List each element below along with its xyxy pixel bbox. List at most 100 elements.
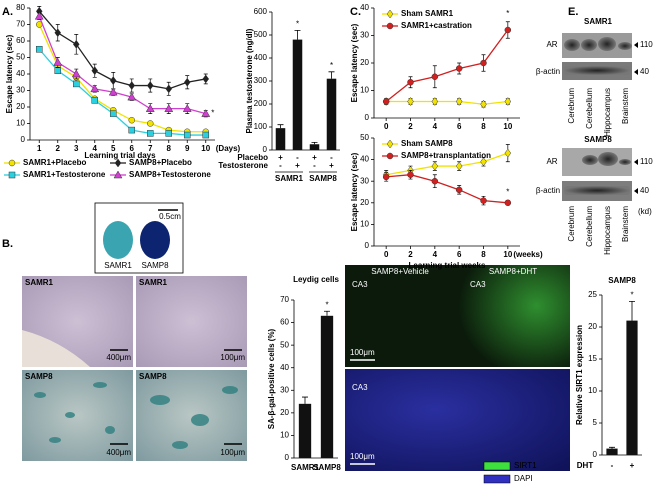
image-label: SAMP8+DHT (489, 267, 537, 276)
image-label: SAMP8+Vehicle (371, 267, 429, 276)
marker (34, 11, 44, 20)
condition-mark: + (278, 153, 283, 162)
y-tick-label: 40 (360, 3, 369, 12)
x-axis-label: Learning trial days (84, 151, 156, 160)
size-label: 110 (640, 40, 653, 49)
stain-spots (34, 382, 238, 449)
x-tick-label: SAMR1 (291, 463, 320, 472)
x-tick-label: 3 (74, 144, 79, 153)
y-tick-label: 25 (588, 290, 597, 299)
bar (298, 403, 312, 458)
marker (109, 76, 117, 86)
marker (431, 97, 439, 106)
series-line (386, 100, 508, 105)
y-tick-label: 10 (588, 386, 597, 395)
panel-label: C. (350, 6, 361, 18)
legend-label: DAPI (514, 474, 533, 483)
micrograph (22, 370, 133, 461)
x-tick-label: - (611, 461, 614, 470)
series-line (38, 16, 206, 115)
image-label: SAMR1 (139, 278, 168, 287)
scale-label: 100μm (350, 348, 375, 357)
condition-mark: + (295, 161, 300, 170)
marker (128, 81, 136, 90)
error-bar (328, 71, 335, 79)
legend-swatch (483, 474, 511, 484)
marker (480, 59, 487, 67)
condition-mark: - (313, 161, 316, 170)
panel-label: B. (2, 238, 13, 250)
y-tick-label: 30 (360, 31, 369, 40)
error-bar (277, 124, 284, 129)
marker (431, 161, 439, 171)
x-tick-label: 1 (37, 144, 42, 153)
error-bar (294, 30, 301, 40)
y-tick-label: 0 (365, 113, 370, 122)
condition-mark: + (312, 153, 317, 162)
marker (202, 74, 210, 84)
annotation: * (506, 188, 509, 197)
scale-label: 100μm (350, 452, 375, 461)
legend-marker (8, 159, 16, 167)
y-tick-label: 200 (254, 99, 268, 108)
x-tick-label: 4 (433, 122, 438, 131)
y-tick-label: 300 (254, 76, 268, 85)
marker (54, 67, 61, 74)
marker (127, 92, 137, 101)
series-line (38, 24, 206, 133)
x-tick-label: 8 (481, 122, 486, 131)
scale-label: 100μm (220, 353, 245, 362)
legend-label: SAMR1+castration (401, 21, 472, 30)
lane-label: Brainstem (621, 206, 630, 242)
x-tick-label: 8 (167, 144, 172, 153)
y-tick-label: 60 (280, 318, 289, 327)
legend-marker (386, 152, 394, 160)
marker (71, 69, 81, 78)
y-tick-label: 30 (280, 385, 289, 394)
y-tick-label: 10 (16, 119, 25, 128)
scale-label: 400μm (106, 353, 131, 362)
annotation: * (506, 9, 509, 18)
marker (431, 73, 439, 80)
y-tick-label: 60 (16, 36, 25, 45)
panel-label: E. (568, 6, 578, 18)
x-axis-label: Learning trial weeks (409, 261, 486, 270)
tissue-edge (22, 330, 90, 367)
legend-marker (386, 139, 394, 149)
marker (128, 116, 135, 124)
marker (91, 66, 99, 76)
legend-label: SAMR1+Placebo (23, 158, 86, 167)
y-tick-label: 50 (280, 340, 289, 349)
x-unit: (Days) (216, 144, 241, 153)
condition-mark: - (279, 161, 282, 170)
x-tick-label: 8 (481, 250, 486, 259)
x-tick-label: 6 (130, 144, 135, 153)
y-tick-label: 10 (360, 220, 369, 229)
y-tick-label: 50 (16, 53, 25, 62)
bands (564, 37, 632, 195)
marker (145, 104, 155, 112)
fluorescence-image (345, 369, 570, 471)
micrograph (136, 276, 247, 367)
blot-title: SAMR1 (584, 17, 613, 26)
legend-swatch (483, 461, 511, 471)
marker (147, 130, 154, 137)
marker (504, 148, 512, 158)
blot-title: SAMP8 (584, 135, 612, 144)
y-axis-label: SA-β-gal-positive cells (%) (267, 328, 276, 429)
x-tick-label: 4 (93, 144, 98, 153)
image-label: CA3 (470, 280, 486, 289)
marker (90, 84, 100, 93)
photo-label: SAMP8 (141, 261, 169, 270)
marker (504, 199, 512, 207)
condition-label: Placebo (237, 153, 268, 162)
condition-label: Testosterone (218, 161, 268, 170)
size-label: 40 (640, 67, 649, 76)
chart-title: SAMP8 (608, 276, 636, 285)
y-axis-label: Escape latency (sec) (350, 152, 359, 231)
bar (606, 448, 618, 455)
y-tick-label: 10 (360, 86, 369, 95)
series-line (386, 174, 508, 204)
unit-label: (kd) (638, 207, 652, 216)
